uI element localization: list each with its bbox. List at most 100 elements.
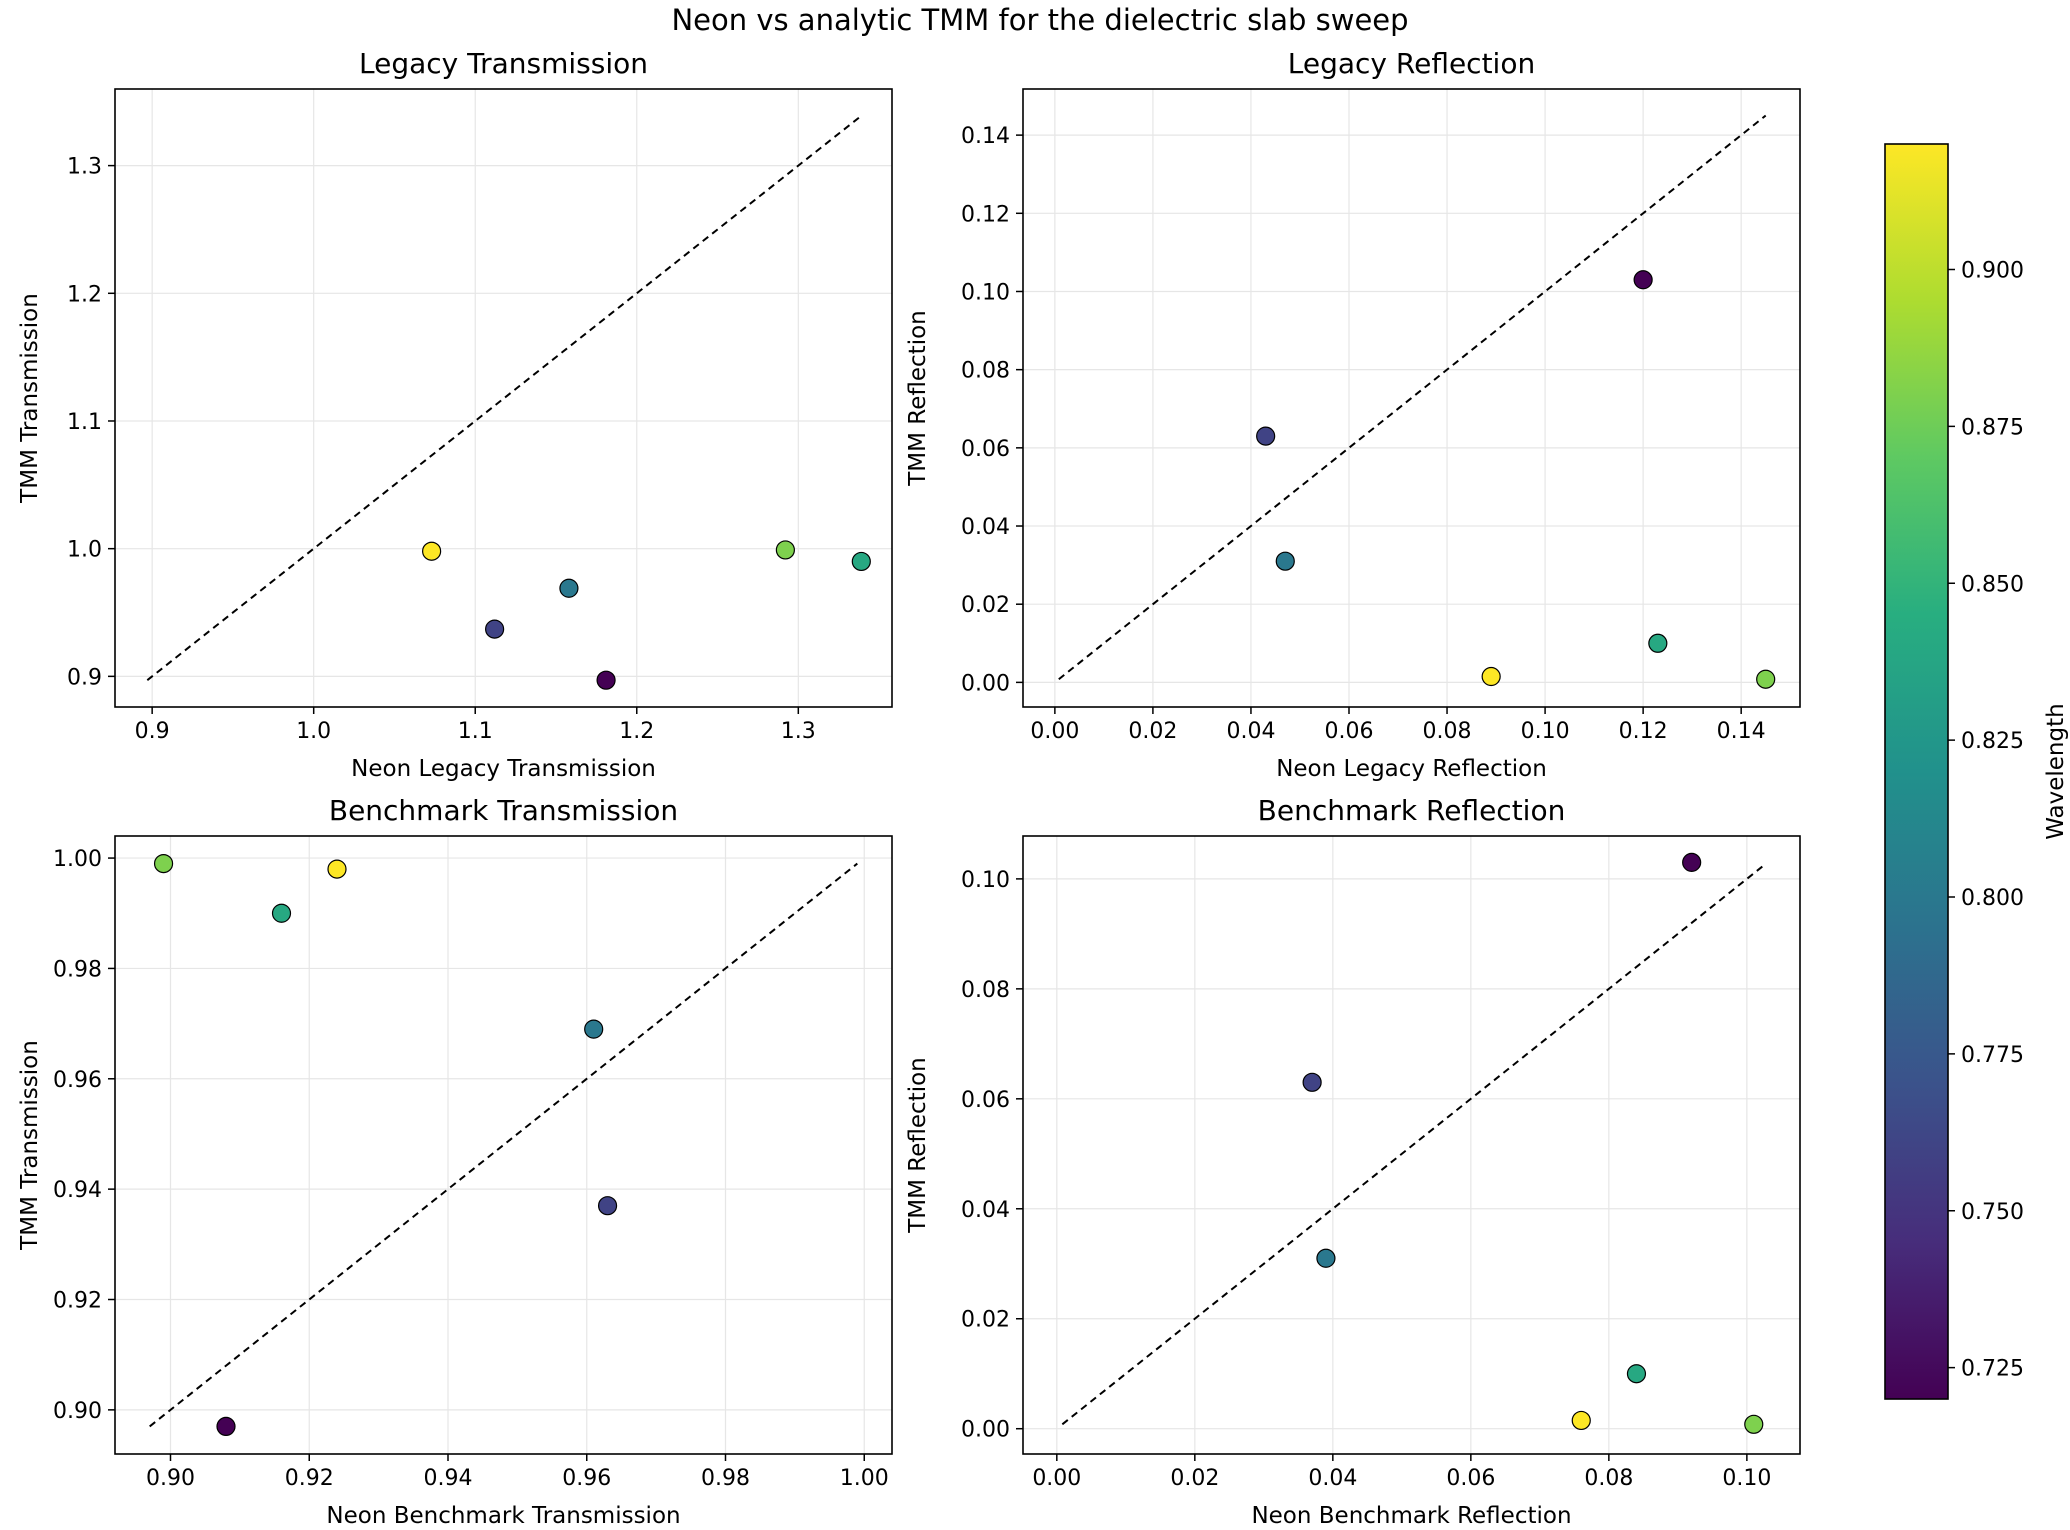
x-tick-label: 0.00: [1030, 719, 1079, 744]
y-tick-label: 0.02: [961, 1308, 1010, 1333]
y-tick-label: 1.0: [67, 538, 102, 563]
panel-legacy-reflection: 0.00 0.02 0.04 0.06 0.08 0.10 0.12 0.14 0.00 0.02…: [905, 47, 1801, 782]
y-axis-label: TMM Transmission: [17, 293, 43, 504]
panel-title: Legacy Transmission: [359, 47, 648, 80]
axes-frame: [1022, 88, 1801, 708]
figure-title: Neon vs analytic TMM for the dielectric …: [671, 3, 1408, 37]
y-tick-label: 0.10: [961, 868, 1010, 893]
y-tick-label: 0.9: [67, 665, 102, 690]
x-tick-label: 0.02: [1170, 1466, 1219, 1491]
data-point: [1626, 1364, 1647, 1384]
data-point: [559, 578, 579, 598]
data-point: [1756, 669, 1776, 689]
x-axis-label: Neon Benchmark Transmission: [326, 1503, 680, 1529]
y-tick-label: 0.98: [53, 957, 102, 982]
colorbar-tick-label: 0.725: [1961, 1357, 2024, 1382]
colorbar-tick-label: 0.775: [1961, 1043, 2024, 1068]
x-tick-label: 0.94: [424, 1466, 473, 1491]
y-tick-label: 0.08: [961, 359, 1010, 384]
data-point: [775, 540, 795, 560]
x-tick-label: 0.14: [1717, 719, 1766, 744]
data-point: [1648, 633, 1668, 653]
y-tick-label: 0.08: [961, 978, 1010, 1003]
y-tick-label: 1.00: [53, 847, 102, 872]
identity-line: [149, 862, 858, 1428]
data-point: [851, 551, 871, 572]
identity-line: [1058, 114, 1767, 681]
x-tick-label: 0.02: [1128, 719, 1177, 744]
x-tick-label: 1.2: [619, 719, 654, 744]
y-tick-label: 0.06: [961, 1088, 1010, 1113]
x-tick-label: 0.96: [562, 1466, 611, 1491]
y-tick-label: 1.1: [67, 410, 102, 435]
y-tick-label: 0.14: [961, 124, 1010, 149]
x-axis-label: Neon Legacy Reflection: [1276, 756, 1547, 782]
x-tick-label: 0.92: [285, 1466, 334, 1491]
data-point: [1316, 1248, 1336, 1268]
x-tick-label: 0.90: [146, 1466, 195, 1491]
colorbar-tick-label: 0.750: [1961, 1200, 2024, 1225]
data-point: [596, 670, 616, 690]
colorbar-label: Wavelength: [2043, 703, 2069, 839]
y-tick-label: 0.06: [961, 437, 1010, 462]
data-point: [422, 541, 442, 561]
colorbar-gradient: [1884, 143, 1949, 1400]
data-point: [597, 1196, 618, 1216]
panel-title: Legacy Reflection: [1288, 47, 1535, 80]
y-tick-label: 0.10: [961, 280, 1010, 305]
y-tick-label: 1.3: [67, 155, 102, 180]
panel-legacy-transmission: 0.9 1.0 1.1 1.2 1.3 0.9 1.0 1.1 1.2 1.3 Legacy Tra…: [17, 47, 893, 782]
colorbar-tick-label: 0.800: [1961, 886, 2024, 911]
x-tick-label: 1.00: [840, 1466, 889, 1491]
x-tick-label: 0.00: [1032, 1466, 1081, 1491]
data-point: [1302, 1072, 1322, 1092]
data-point: [1744, 1414, 1764, 1434]
data-point: [216, 1416, 236, 1437]
y-tick-label: 0.12: [961, 202, 1010, 227]
colorbar-tick-label: 0.850: [1961, 572, 2024, 597]
data-point: [1256, 426, 1276, 446]
x-tick-label: 1.0: [296, 719, 331, 744]
data-point: [1275, 551, 1295, 571]
data-point: [1682, 852, 1702, 872]
data-point: [153, 853, 174, 874]
x-tick-label: 0.06: [1325, 719, 1374, 744]
y-axis-label: TMM Transmission: [17, 1040, 43, 1251]
data-point: [1633, 270, 1653, 290]
y-axis-label: TMM Reflection: [905, 310, 931, 487]
x-axis-label: Neon Legacy Transmission: [351, 756, 656, 782]
data-point: [327, 859, 347, 879]
panel-benchmark-transmission: 0.90 0.92 0.94 0.96 0.98 1.00 0.90 0.92 0.94 0.96…: [17, 794, 893, 1529]
data-point: [1481, 666, 1501, 687]
y-tick-label: 0.96: [53, 1068, 102, 1093]
identity-line: [1061, 863, 1767, 1426]
colorbar-tick-label: 0.825: [1961, 729, 2024, 754]
panel-title: Benchmark Transmission: [329, 794, 678, 827]
y-tick-label: 0.00: [961, 1418, 1010, 1443]
colorbar-tick-label: 0.875: [1961, 415, 2024, 440]
x-tick-label: 0.08: [1584, 1466, 1633, 1491]
identity-line: [146, 115, 862, 681]
y-tick-label: 0.02: [961, 593, 1010, 618]
x-tick-label: 0.10: [1521, 719, 1570, 744]
x-axis-label: Neon Benchmark Reflection: [1251, 1503, 1571, 1529]
panel-benchmark-reflection: 0.00 0.02 0.04 0.06 0.08 0.10 0.00 0.02 0.04 0.06…: [905, 794, 1801, 1529]
x-tick-label: 0.04: [1226, 719, 1275, 744]
y-tick-label: 0.90: [53, 1399, 102, 1424]
x-tick-label: 0.04: [1308, 1466, 1357, 1491]
data-point: [485, 619, 505, 639]
axes-frame: [114, 88, 893, 708]
y-axis-label: TMM Reflection: [905, 1057, 931, 1234]
x-tick-label: 0.9: [135, 719, 170, 744]
panel-title: Benchmark Reflection: [1258, 794, 1566, 827]
data-point: [271, 903, 292, 923]
x-tick-label: 0.08: [1423, 719, 1472, 744]
y-tick-label: 0.04: [961, 515, 1010, 540]
axes-frame: [114, 835, 893, 1455]
x-tick-label: 0.10: [1722, 1466, 1771, 1491]
x-tick-label: 0.06: [1446, 1466, 1495, 1491]
x-tick-label: 1.1: [458, 719, 493, 744]
data-point: [584, 1019, 604, 1039]
x-tick-label: 0.12: [1619, 719, 1668, 744]
